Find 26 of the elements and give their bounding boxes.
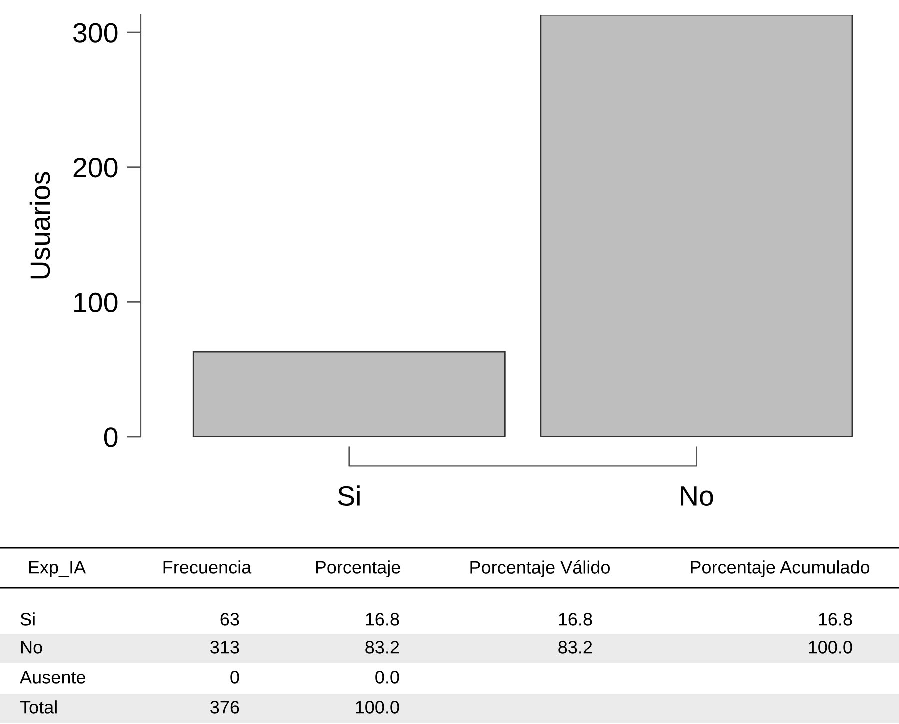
category-label: Ausente	[20, 671, 86, 684]
y-axis-title: Usuarios	[30, 172, 50, 279]
category-label: Porcentaje Acumulado	[691, 560, 870, 578]
text: 16.8	[559, 613, 592, 626]
category-label: Si	[20, 612, 35, 626]
category-label: Exp_IA	[29, 561, 86, 578]
text: 16.8	[819, 613, 852, 626]
text: 63	[220, 613, 240, 626]
text: 100.0	[809, 641, 852, 654]
text: 0.0	[376, 671, 400, 684]
text: 16.8	[366, 613, 400, 626]
y-tick-label: 100	[74, 292, 118, 313]
text: 83.2	[558, 641, 592, 654]
y-tick-label: 0	[104, 428, 118, 448]
y-tick-label: 200	[74, 158, 118, 178]
text: 0	[230, 671, 240, 684]
category-label: Porcentaje Válido	[470, 560, 610, 578]
y-tick-label: 300	[73, 23, 118, 43]
text: 313	[210, 641, 240, 654]
category-label: No	[21, 641, 42, 654]
text: 100.0	[356, 701, 400, 714]
category-label: Porcentaje	[316, 560, 400, 578]
category-label: Frecuencia	[164, 560, 252, 574]
text: 83.2	[366, 641, 400, 654]
text: 376	[210, 701, 240, 714]
category-label: Total	[20, 700, 57, 714]
